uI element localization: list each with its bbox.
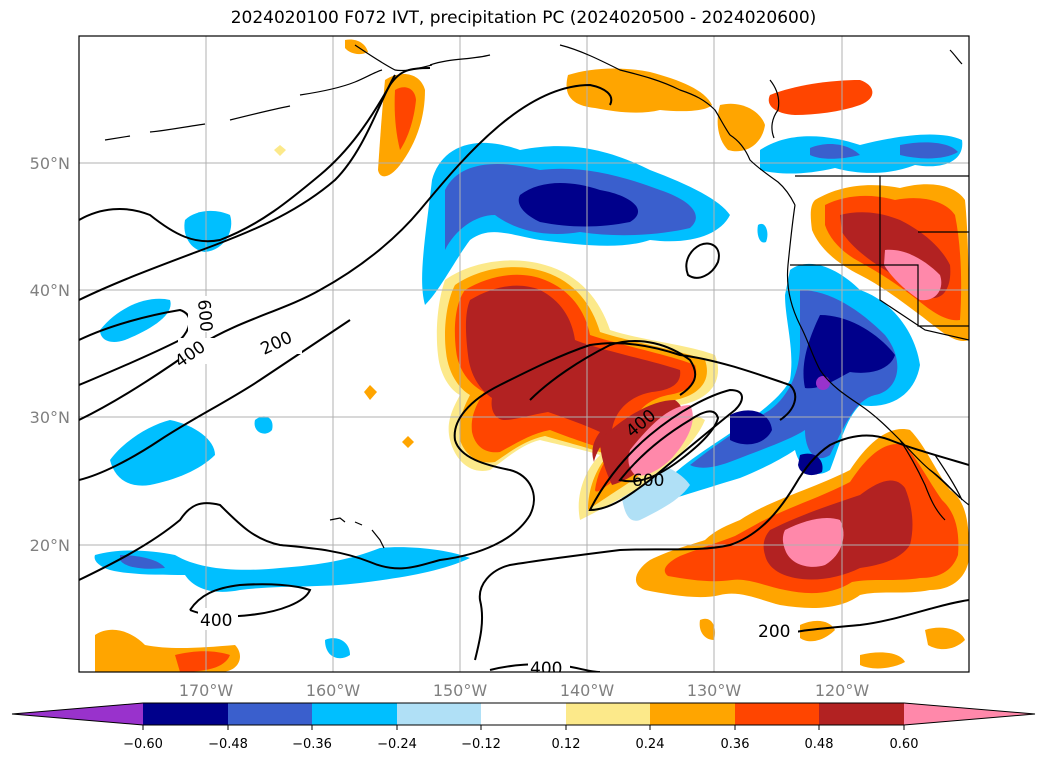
map-title: 2024020100 F072 IVT, precipitation PC (2… [230,8,817,28]
pc-region-neg-west-pacific-2 [110,420,215,486]
alaska-coastline [104,44,796,206]
colorbar-extend-high [904,703,1035,725]
ivt-contour-400-canada [685,242,720,279]
ivt-contour-400-north [79,74,396,301]
ivt-label: 400 [530,659,562,679]
colorbar-bin [481,703,566,725]
map-frame [78,35,970,673]
positive-pc-regions [95,39,969,672]
colorbar-label: 0.60 [890,737,919,752]
colorbar-label: −0.36 [292,737,332,752]
colorbar-bin [397,703,481,725]
pc-region-neg-north-pacific-core [518,183,639,227]
colorbar-label: 0.12 [552,737,581,752]
colorbar-label: −0.60 [123,737,163,752]
colorbar-bin [650,703,735,725]
pc-region-neg-nw-canada-mid [810,142,958,159]
colorbar-bin [566,703,650,725]
lon-label: 130°W [687,681,742,700]
ivt-contour-200-south [474,434,969,661]
lon-label: 140°W [560,681,615,700]
pc-region-neg-california-core [803,315,895,389]
ivt-contour-200-west [79,319,351,481]
lat-label: 40°N [30,281,70,300]
colorbar: −0.60 −0.48 −0.36 −0.24 −0.12 0.12 0.24 … [11,702,1036,752]
colorbar-extend-low [12,703,143,725]
pc-region-neg-core-south [730,410,772,445]
baja-coastline [899,439,963,521]
map-plot: 600 400 200 400 600 400 400 200 [79,36,969,679]
colorbar-label: 0.48 [805,737,834,752]
ivt-contour-200-eastern [79,342,797,581]
pc-region-pos-sw-red [175,651,230,672]
ivt-contour-600-cutoff [618,410,720,483]
pc-region-pos-north-canada [768,80,873,115]
pc-region-pos-small-2 [364,385,377,400]
colorbar-bin [312,703,397,725]
pc-region-pos-central-darkred [465,285,681,462]
ivt-label: 600 [193,299,216,333]
lat-label: 50°N [30,154,70,173]
longitude-labels: 170°W 160°W 150°W 140°W 130°W 120°W [179,681,870,700]
colorbar-label: −0.12 [461,737,501,752]
hawaii-islands [329,517,385,549]
colorbar-bin [819,703,904,725]
colorbar-label: −0.48 [208,737,248,752]
lat-label: 20°N [30,536,70,555]
pc-region-neg-small-2 [325,638,350,659]
pc-region-neg-purple-spot [816,376,830,390]
ivt-label: 400 [200,611,232,631]
pc-region-pos-pink-northwest [884,249,942,301]
colorbar-labels: −0.60 −0.48 −0.36 −0.24 −0.12 0.12 0.24 … [123,737,918,752]
negative-pc-regions [94,134,964,659]
pc-region-neg-dateline [184,210,232,252]
colorbar-label: −0.24 [377,737,417,752]
ivt-contour-400-cutoff [588,388,743,512]
colorbar-bin [143,703,228,725]
pc-region-pos-bc-coast [717,103,765,152]
us-west-coastline [786,204,961,499]
canada-bc-coastline [769,49,963,139]
pc-region-pos-pink-southeast [782,518,844,567]
lon-label: 120°W [815,681,870,700]
colorbar-ticks [142,725,905,730]
lat-label: 30°N [30,408,70,427]
ivt-label: 600 [632,471,664,491]
coastlines [104,44,969,549]
colorbar-label: 0.36 [721,737,750,752]
ivt-label: 200 [758,622,790,642]
pc-region-neg-small-1 [254,416,273,434]
pc-region-pos-aleutian-band-red [394,87,416,150]
mexico-coastline [929,469,969,506]
pc-region-pos-south-orange [699,618,965,669]
pc-region-pos-gulf-alaska [566,68,712,113]
pc-region-neg-south-band [94,547,471,592]
ivt-contour-400-central [529,339,697,401]
lon-label: 170°W [179,681,234,700]
pc-region-pos-small-3 [402,436,414,448]
colorbar-label: 0.24 [636,737,665,752]
lon-label: 160°W [306,681,361,700]
pc-region-neg-south-band-mid [120,555,165,569]
latitude-labels: 50°N 40°N 30°N 20°N [30,154,70,555]
pc-region-pos-small-1 [274,145,286,156]
lon-label: 150°W [433,681,488,700]
colorbar-bin [735,703,819,725]
colorbar-bin [228,703,312,725]
state-borders [790,176,969,341]
pc-region-neg-small-3 [757,223,768,243]
